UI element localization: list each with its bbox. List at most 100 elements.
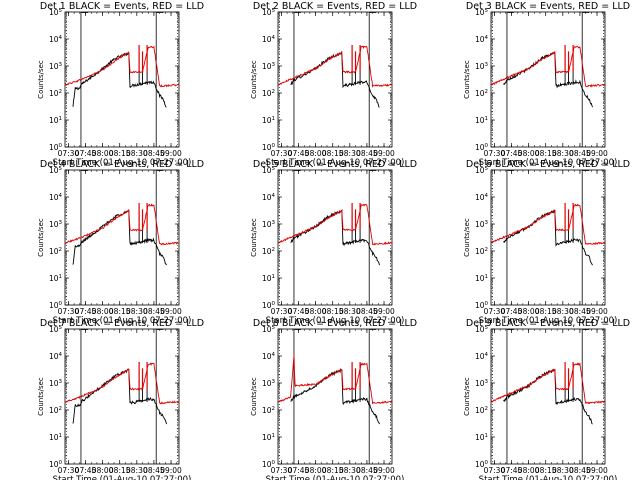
panel-title: Det 4 BLACK = Events, RED = LLD	[40, 159, 204, 170]
y-axis-label: Counts/sec	[463, 377, 471, 416]
x-tick-label: 07:30	[271, 149, 293, 158]
x-tick-label: 09:00	[373, 466, 395, 475]
plot-frame	[64, 11, 180, 148]
x-tick-label: 08:15	[322, 466, 344, 475]
y-tick-label: 105	[49, 325, 63, 334]
y-tick-label: 102	[262, 89, 275, 98]
x-tick-label: 08:15	[322, 149, 344, 158]
x-tick-label: 08:45	[143, 466, 165, 475]
y-tick-label: 102	[49, 406, 62, 415]
plot-frame	[490, 169, 606, 306]
x-tick-label: 08:00	[92, 307, 114, 316]
events-series-line	[290, 209, 380, 266]
x-tick-label: 07:30	[484, 466, 506, 475]
x-tick-label: 09:00	[586, 307, 608, 316]
events-series-line	[72, 209, 167, 266]
x-tick-label: 07:30	[271, 466, 293, 475]
y-tick-label: 101	[475, 274, 488, 283]
y-axis-label: Counts/sec	[463, 60, 471, 99]
x-axis-label: Start Time (01-Aug-10 07:27:00)	[479, 316, 618, 326]
x-tick-label: 08:15	[535, 466, 557, 475]
x-tick-label: 08:30	[552, 307, 574, 316]
x-tick-label: 08:30	[552, 149, 574, 158]
y-tick-label: 100	[49, 301, 63, 310]
y-tick-label: 102	[49, 89, 62, 98]
x-tick-label: 08:15	[322, 307, 344, 316]
y-tick-label: 103	[475, 62, 489, 71]
x-tick-label: 08:45	[143, 307, 165, 316]
y-tick-label: 100	[262, 143, 276, 152]
x-tick-label: 08:15	[109, 466, 131, 475]
x-tick-label: 07:45	[75, 466, 97, 475]
y-tick-label: 102	[262, 247, 275, 256]
x-tick-label: 08:15	[535, 307, 557, 316]
x-tick-label: 08:30	[126, 149, 148, 158]
y-tick-label: 100	[262, 301, 276, 310]
y-tick-label: 101	[262, 116, 275, 125]
panel-title: Det 6 BLACK = Events, RED = LLD	[466, 159, 630, 170]
x-tick-label: 08:30	[339, 307, 361, 316]
y-tick-label: 101	[262, 433, 275, 442]
x-tick-label: 07:30	[58, 466, 80, 475]
x-tick-label: 07:45	[501, 466, 523, 475]
y-tick-label: 104	[475, 193, 489, 202]
detector-panel: Det 7 BLACK = Events, RED = LLD 100 101 102…	[37, 318, 204, 480]
lld-series-line	[490, 362, 606, 405]
x-tick-label: 07:30	[271, 307, 293, 316]
y-axis-label: Counts/sec	[463, 218, 471, 257]
x-axis-label: Start Time (01-Aug-10 07:27:00)	[479, 158, 618, 168]
x-tick-label: 08:30	[339, 466, 361, 475]
x-tick-label: 08:00	[305, 307, 327, 316]
x-tick-label: 07:45	[288, 149, 310, 158]
lld-series-line	[277, 203, 393, 246]
x-tick-label: 08:30	[126, 466, 148, 475]
x-tick-label: 09:00	[160, 466, 182, 475]
detector-panel: Det 2 BLACK = Events, RED = LLD 100 101 102…	[250, 1, 417, 168]
plot-frame	[64, 169, 180, 306]
x-tick-label: 07:45	[501, 307, 523, 316]
detector-panel: Det 9 BLACK = Events, RED = LLD 100 101 102…	[463, 318, 630, 480]
y-tick-label: 104	[475, 352, 489, 361]
x-tick-label: 08:00	[92, 149, 114, 158]
y-tick-label: 100	[262, 460, 276, 469]
x-axis-label: Start Time (01-Aug-10 07:27:00)	[266, 158, 405, 168]
x-tick-label: 09:00	[586, 149, 608, 158]
x-tick-label: 08:30	[126, 307, 148, 316]
y-tick-label: 100	[475, 460, 489, 469]
x-tick-label: 07:30	[484, 307, 506, 316]
plot-frame	[277, 328, 393, 465]
y-axis-label: Counts/sec	[250, 60, 258, 99]
x-tick-label: 08:00	[305, 149, 327, 158]
y-axis-label: Counts/sec	[250, 218, 258, 257]
x-tick-label: 08:15	[109, 149, 131, 158]
y-tick-label: 103	[475, 379, 489, 388]
y-tick-label: 100	[475, 301, 489, 310]
y-tick-label: 105	[262, 325, 276, 334]
y-tick-label: 105	[475, 325, 489, 334]
x-tick-label: 08:00	[518, 149, 540, 158]
y-tick-label: 104	[49, 352, 63, 361]
y-tick-label: 104	[262, 352, 276, 361]
detector-panel: Det 8 BLACK = Events, RED = LLD 100 101 102…	[250, 318, 417, 480]
x-tick-label: 08:45	[356, 466, 378, 475]
y-tick-label: 104	[262, 35, 276, 44]
y-tick-label: 103	[49, 62, 63, 71]
x-tick-label: 09:00	[586, 466, 608, 475]
x-tick-label: 08:00	[92, 466, 114, 475]
panel-title: Det 2 BLACK = Events, RED = LLD	[253, 1, 417, 12]
x-tick-label: 07:30	[484, 149, 506, 158]
y-tick-label: 103	[262, 379, 276, 388]
x-tick-label: 08:45	[356, 307, 378, 316]
y-tick-label: 105	[49, 8, 63, 17]
x-axis-label: Start Time (01-Aug-10 07:27:00)	[266, 475, 405, 480]
events-series-line	[503, 209, 593, 266]
y-tick-label: 101	[49, 116, 62, 125]
lld-series-line	[490, 45, 606, 88]
y-tick-label: 105	[262, 166, 276, 175]
panel-title: Det 8 BLACK = Events, RED = LLD	[253, 318, 417, 329]
y-axis-label: Counts/sec	[37, 377, 45, 416]
y-tick-label: 105	[262, 8, 276, 17]
x-tick-label: 08:45	[569, 466, 591, 475]
y-tick-label: 103	[262, 220, 276, 229]
y-tick-label: 104	[262, 193, 276, 202]
